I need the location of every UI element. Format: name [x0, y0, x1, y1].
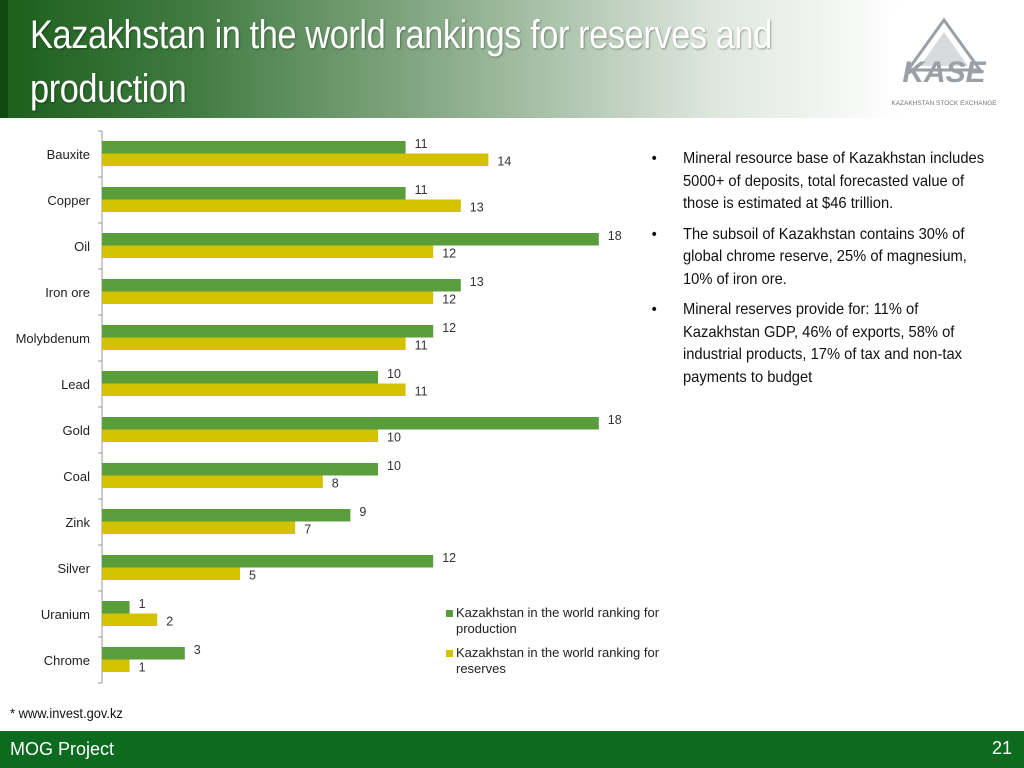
- category-label: Oil: [74, 239, 90, 254]
- data-label: 10: [387, 459, 401, 473]
- data-label: 14: [497, 155, 511, 169]
- slide-title: Kazakhstan in the world rankings for res…: [30, 13, 772, 111]
- data-label: 13: [470, 201, 484, 215]
- bullet-list: • Mineral resource base of Kazakhstan in…: [648, 148, 987, 397]
- footer-bar: MOG Project 21: [0, 731, 1024, 768]
- data-label: 10: [387, 367, 401, 381]
- bar-reserves: [102, 659, 130, 672]
- bullet-text: Mineral resource base of Kazakhstan incl…: [682, 150, 985, 212]
- legend-label-production: Kazakhstan in the world ranking for prod…: [456, 605, 660, 636]
- bar-reserves: [102, 153, 489, 166]
- category-label: Chrome: [44, 653, 90, 668]
- data-label: 12: [442, 293, 456, 307]
- bar-reserves: [102, 383, 406, 396]
- logo-subtitle: KAZAKHSTAN STOCK EXCHANGE: [891, 100, 997, 107]
- data-label: 11: [415, 183, 428, 197]
- title-bar: [0, 0, 1024, 118]
- bar-production: [102, 233, 599, 246]
- title-accent: [0, 0, 8, 118]
- category-label: Copper: [47, 193, 90, 208]
- bar-production: [102, 325, 434, 338]
- bar-reserves: [102, 199, 461, 212]
- data-label: 5: [249, 569, 256, 583]
- data-label: 13: [470, 275, 484, 289]
- data-label: 11: [415, 385, 428, 399]
- bar-reserves: [102, 429, 378, 442]
- bar-production: [102, 509, 351, 522]
- data-label: 18: [608, 229, 622, 243]
- logo-wordmark: KASE: [902, 56, 986, 89]
- bullet-item: • Mineral reserves provide for: 11% of K…: [648, 299, 987, 389]
- data-label: 18: [608, 413, 622, 427]
- legend-item-production: Kazakhstan in the world ranking for prod…: [446, 605, 676, 637]
- data-label: 1: [139, 597, 146, 611]
- bar-production: [102, 601, 130, 614]
- ranking-bar-chart: Bauxite 11 14 Copper 11 13 Oil 18 12 Iron ore 13 12…: [0, 125, 680, 695]
- bar-reserves: [102, 245, 434, 258]
- legend-item-reserves: Kazakhstan in the world ranking for rese…: [446, 645, 676, 677]
- bullet-text: Mineral reserves provide for: 11% of Kaz…: [682, 301, 962, 386]
- bullet-text: The subsoil of Kazakhstan contains 30% o…: [682, 225, 967, 288]
- bar-production: [102, 647, 185, 660]
- bullet-marker: •: [651, 301, 657, 318]
- data-label: 12: [442, 551, 456, 565]
- data-label: 3: [194, 643, 201, 657]
- bar-reserves: [102, 567, 240, 580]
- bar-production: [102, 279, 461, 292]
- data-label: 1: [139, 661, 146, 675]
- legend-swatch-production: [446, 610, 453, 617]
- bullet-item: • Mineral resource base of Kazakhstan in…: [648, 148, 987, 216]
- legend-label-reserves: Kazakhstan in the world ranking for rese…: [456, 645, 660, 676]
- data-label: 8: [332, 477, 339, 491]
- data-label: 11: [415, 137, 428, 151]
- bar-production: [102, 187, 406, 200]
- bar-reserves: [102, 613, 158, 626]
- legend-swatch-reserves: [446, 650, 453, 657]
- data-label: 11: [415, 339, 428, 353]
- bar-production: [102, 555, 434, 568]
- bullet-marker: •: [651, 225, 657, 243]
- category-label: Uranium: [41, 607, 90, 622]
- bar-reserves: [102, 521, 296, 534]
- kase-logo: KASE KAZAKHSTAN STOCK EXCHANGE: [888, 12, 1000, 110]
- category-label: Molybdenum: [16, 331, 90, 346]
- category-label: Iron ore: [45, 285, 90, 300]
- data-label: 12: [442, 321, 456, 335]
- bar-production: [102, 141, 406, 154]
- chart-legend: Kazakhstan in the world ranking for prod…: [446, 605, 676, 685]
- data-label: 2: [166, 615, 173, 629]
- bar-production: [102, 463, 378, 476]
- category-label: Bauxite: [47, 147, 90, 162]
- bar-reserves: [102, 475, 323, 488]
- data-label: 7: [304, 523, 311, 537]
- category-label: Lead: [61, 377, 90, 392]
- data-label: 10: [387, 431, 401, 445]
- bar-reserves: [102, 291, 434, 304]
- data-label: 12: [442, 247, 456, 261]
- page-number: 21: [991, 738, 1012, 758]
- source-note: * www.invest.gov.kz: [10, 705, 123, 721]
- bar-production: [102, 417, 599, 430]
- bar-reserves: [102, 337, 406, 350]
- bar-production: [102, 371, 378, 384]
- category-label: Gold: [63, 423, 90, 438]
- category-label: Silver: [57, 561, 90, 576]
- data-label: 9: [359, 505, 366, 519]
- footer-project: MOG Project: [10, 739, 115, 759]
- category-label: Coal: [63, 469, 90, 484]
- bullet-item: • The subsoil of Kazakhstan contains 30%…: [648, 224, 987, 292]
- category-label: Zink: [65, 515, 90, 530]
- bullet-marker: •: [651, 150, 657, 167]
